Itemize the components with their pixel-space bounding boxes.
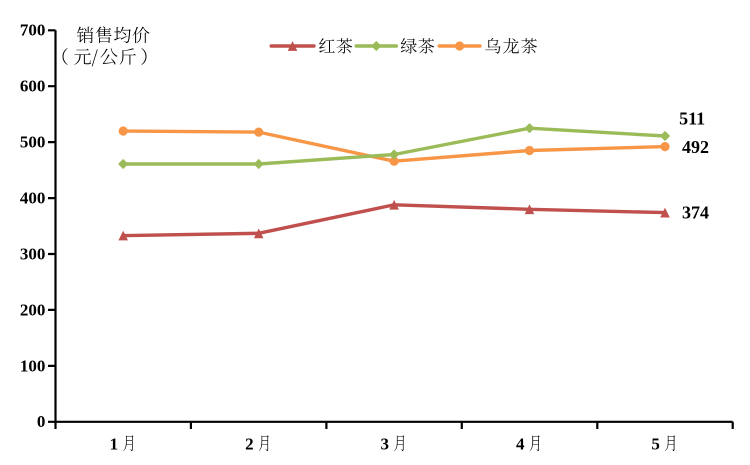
- svg-text:500: 500: [20, 133, 46, 152]
- svg-text:3: 3: [381, 434, 390, 453]
- svg-text:200: 200: [20, 300, 46, 319]
- svg-text:0: 0: [37, 412, 46, 431]
- svg-text:511: 511: [679, 109, 705, 129]
- svg-text:5: 5: [651, 434, 660, 453]
- svg-text:2: 2: [245, 434, 254, 453]
- svg-text:700: 700: [20, 21, 46, 40]
- svg-text:600: 600: [20, 77, 46, 96]
- svg-text:400: 400: [20, 188, 46, 207]
- svg-text:374: 374: [682, 203, 709, 223]
- svg-text:300: 300: [20, 244, 46, 263]
- svg-text:4: 4: [516, 434, 525, 453]
- svg-text:100: 100: [20, 356, 46, 375]
- svg-text:1: 1: [110, 434, 119, 453]
- svg-text:492: 492: [682, 137, 709, 157]
